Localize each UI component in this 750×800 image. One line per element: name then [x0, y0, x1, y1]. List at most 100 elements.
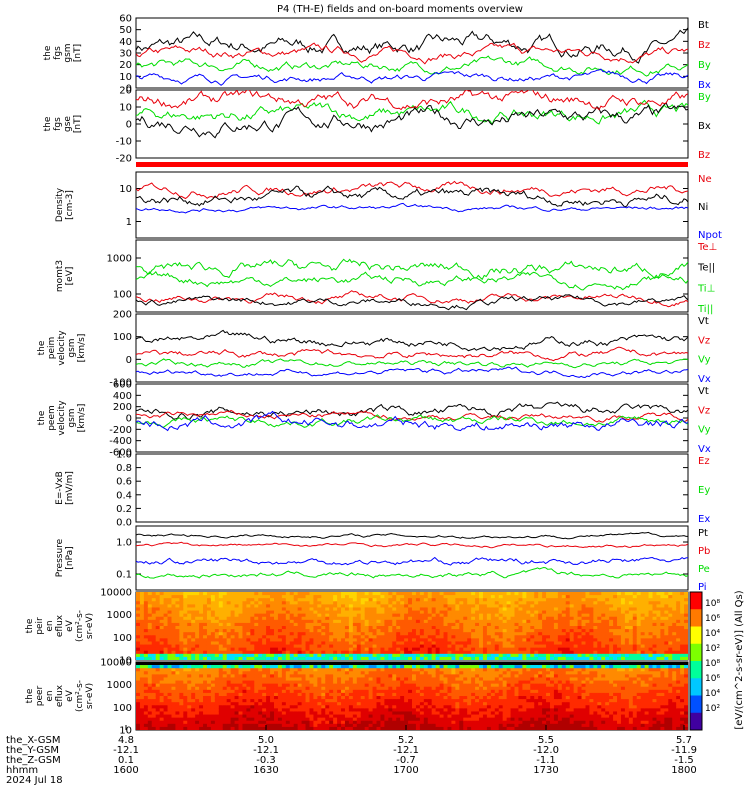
y-axis-label-line: [eV]	[65, 267, 75, 286]
y-axis-label-line: fgs	[53, 46, 63, 60]
y-tick-label: -10	[116, 137, 132, 148]
y-axis-label-line: the	[37, 340, 47, 355]
legend-label-2-3: Bz	[698, 150, 710, 161]
x-tick-value: 5.5	[538, 735, 554, 746]
colorbar-tick-label: 10⁸	[705, 659, 720, 669]
x-tick-value: 0.1	[118, 755, 134, 766]
legend-label-1-4: Bx	[698, 80, 711, 91]
y-tick-label: 10	[119, 184, 132, 195]
y-tick-label: 60	[119, 14, 132, 25]
panel-frame	[135, 239, 689, 313]
y-tick-label: 10	[119, 103, 132, 114]
colorbar-tick-label: 10⁴	[705, 629, 720, 639]
x-tick-value: -0.7	[396, 755, 416, 766]
x-row-label: 2024 Jul 18	[6, 775, 63, 786]
y-tick-label: 400	[113, 391, 132, 402]
y-tick-label: 10000	[100, 658, 132, 669]
legend-label-5-1: Vt	[698, 316, 709, 327]
legend-label-6-4: Vx	[698, 444, 711, 455]
series-line-8-1	[136, 531, 688, 540]
y-tick-label: -600	[109, 448, 132, 459]
colorbar-segment	[690, 678, 702, 696]
y-axis-label-line: the	[25, 688, 35, 703]
colorbar-tick-label: 10⁶	[705, 614, 720, 624]
series-line-3-2	[136, 185, 688, 208]
y-tick-label: -20	[116, 154, 132, 165]
y-axis-label-line: gse	[63, 116, 73, 132]
legend-label-5-2: Vz	[698, 335, 710, 346]
series-line-1-1	[136, 27, 688, 64]
x-tick-value: 1630	[253, 765, 278, 776]
x-row-label: the_Y-GSM	[6, 745, 59, 756]
legend-label-5-3: Vy	[698, 355, 711, 366]
colorbar-frame	[689, 591, 703, 731]
series-line-5-2	[136, 346, 688, 362]
legend-label-2-2: Bx	[698, 121, 711, 132]
series-line-5-3	[136, 358, 688, 369]
colorbar-segment	[690, 712, 702, 731]
series-line-4-2	[136, 294, 688, 311]
x-tick-value: -1.5	[674, 755, 694, 766]
y-axis-label-line: the	[25, 618, 35, 633]
legend-label-7-1: Ez	[698, 456, 710, 467]
y-tick-label: 600	[113, 380, 132, 391]
x-tick-value: -12.0	[533, 745, 559, 756]
y-tick-label: 0.2	[116, 504, 132, 515]
y-axis-label-line: [nT]	[73, 44, 83, 62]
y-tick-label: 0.0	[116, 518, 132, 529]
y-tick-label: 10	[119, 726, 132, 737]
series-line-8-3	[136, 566, 688, 579]
x-tick-value: 4.8	[118, 735, 134, 746]
legend-label-8-3: Pe	[698, 564, 710, 575]
panel-data	[136, 592, 688, 660]
panel-frame	[135, 171, 689, 239]
y-tick-label: 20	[119, 86, 132, 97]
colorbar-segment	[690, 661, 702, 679]
x-tick-value: -1.1	[536, 755, 556, 766]
panel-data	[136, 258, 688, 311]
x-tick-value: 1600	[113, 765, 138, 776]
panel-frame	[135, 453, 689, 523]
y-tick-label: 0	[126, 355, 132, 366]
series-line-1-3	[136, 55, 688, 77]
legend-label-6-3: Vy	[698, 425, 711, 436]
colorbar-segment	[690, 695, 702, 714]
y-tick-label: 0.4	[116, 490, 132, 501]
legend-label-8-4: Pi	[698, 582, 707, 593]
y-axis-label-line: eV	[65, 619, 75, 632]
legend-label-6-1: Vt	[698, 386, 709, 397]
plot-title: P4 (TH-E) fields and on-board moments ov…	[277, 4, 523, 15]
y-axis-label-line: eflux	[55, 614, 65, 637]
x-row-label: the_Z-GSM	[6, 755, 61, 766]
panel-2: the fgs gse [nT] 20 10 0 -10 -20 By Bx Bz	[43, 86, 711, 165]
x-tick-value: -11.9	[671, 745, 697, 756]
panel-3: Density [cm-3] 10 1 Ne Ni Npot	[55, 171, 722, 241]
panel-data	[136, 27, 688, 86]
y-axis-label-line: sr-eV)	[85, 613, 95, 639]
y-axis-label-line: [nPa]	[65, 546, 75, 569]
panel-data	[136, 401, 688, 432]
x-tick-value: 1700	[393, 765, 418, 776]
y-axis-label-line: peir	[35, 617, 45, 635]
legend-label-2-1: By	[698, 92, 711, 103]
y-tick-label: 100	[113, 332, 132, 343]
y-tick-label: 0.6	[116, 477, 132, 488]
y-axis-label-line: momt3	[55, 260, 65, 292]
series-line-4-1	[136, 290, 688, 308]
panel-10: the peer en eflux eV (cm²-s-sr-eV) 10000 1000 10…	[25, 658, 689, 737]
y-axis-label-line: Pressure	[55, 538, 65, 577]
series-line-5-1	[136, 329, 688, 352]
y-tick-label: 10	[119, 656, 132, 667]
y-tick-label: -200	[109, 425, 132, 436]
y-tick-label: 20	[119, 60, 132, 71]
x-row-label: the_X-GSM	[6, 735, 60, 746]
panel-8: Pressure [nPa] 1.0 0.1 Pt Pb Pe Pi	[55, 525, 710, 593]
x-tick-value: 1730	[533, 765, 558, 776]
series-line-1-4	[136, 68, 688, 86]
y-axis-label-line: [mV/m]	[65, 471, 75, 505]
series-line-1-2	[136, 42, 688, 65]
legend-label-7-3: Ex	[698, 514, 710, 525]
